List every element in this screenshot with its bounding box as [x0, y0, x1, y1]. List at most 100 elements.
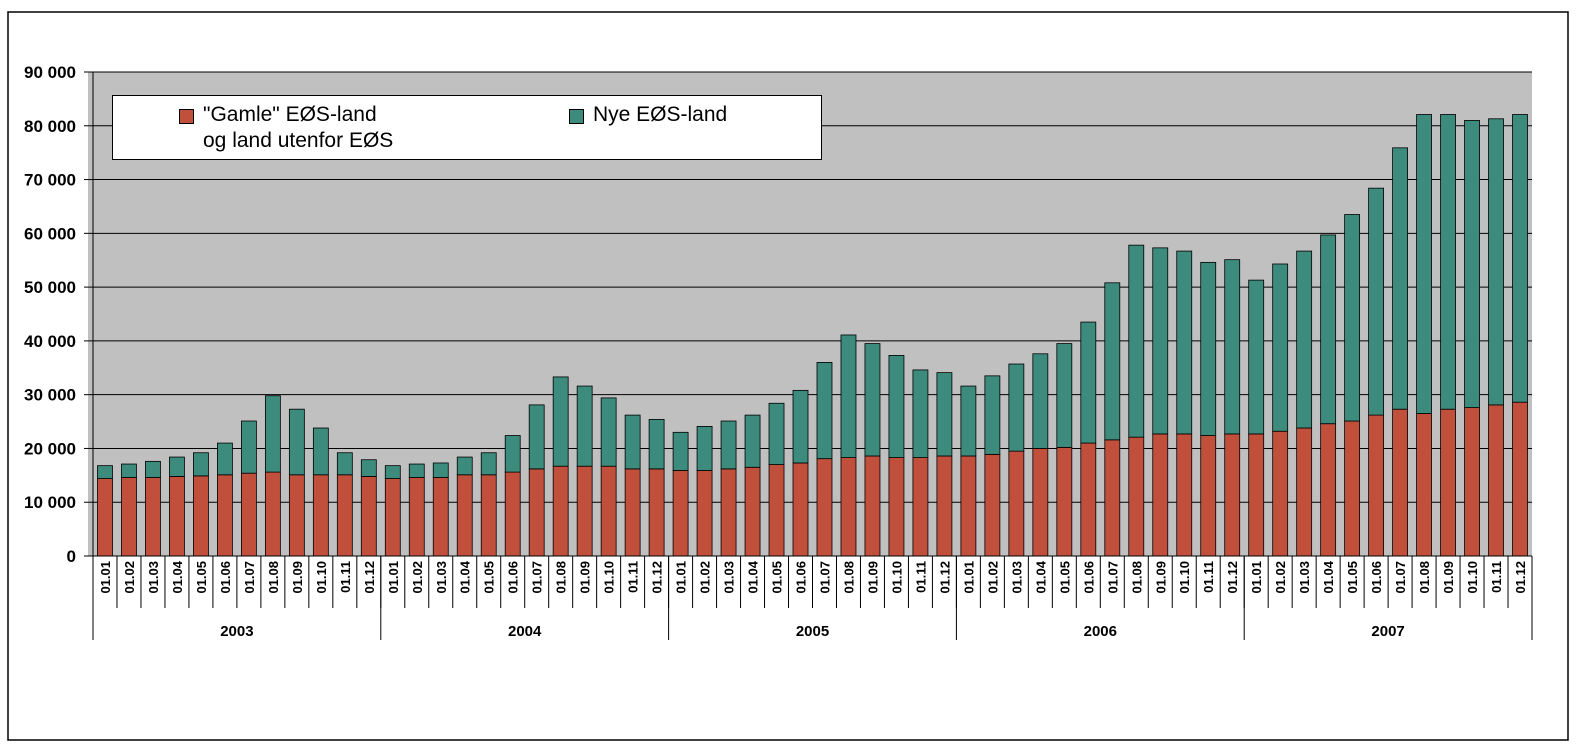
bar-segment — [768, 402, 785, 465]
bar-segment — [456, 456, 473, 476]
bar-segment — [1056, 446, 1073, 557]
x-tick-label: 01.08 — [554, 561, 569, 594]
x-tick-label: 01.03 — [434, 561, 449, 594]
bar-segment — [888, 457, 905, 557]
bar-segment — [1320, 423, 1337, 557]
bar-segment — [336, 474, 353, 557]
x-tick-label: 01.07 — [242, 561, 257, 594]
y-tick-label: 30 000 — [24, 386, 76, 405]
group-label: 2007 — [1371, 623, 1404, 640]
bar-segment — [1392, 147, 1408, 410]
bar-segment — [1488, 404, 1504, 557]
bar-segment — [1272, 430, 1289, 557]
bar-segment — [1008, 450, 1025, 557]
bar-segment — [264, 471, 281, 557]
bar-segment — [1344, 420, 1361, 557]
x-tick-label: 01.10 — [1465, 561, 1480, 594]
bar-segment — [552, 465, 569, 557]
x-tick-label: 01.05 — [1057, 561, 1072, 594]
bar-segment — [432, 477, 449, 557]
bar-segment — [600, 465, 617, 557]
x-tick-label: 01.12 — [937, 561, 952, 594]
bar-segment — [744, 414, 761, 468]
group-label: 2003 — [220, 623, 253, 640]
x-tick-label: 01.05 — [770, 561, 785, 594]
y-tick-label: 0 — [67, 547, 76, 566]
x-tick-label: 01.01 — [961, 561, 976, 594]
bar-segment — [1296, 250, 1313, 429]
bar-segment — [1080, 442, 1097, 557]
bar-segment — [1104, 282, 1121, 441]
x-tick-label: 01.07 — [817, 561, 832, 594]
bar-segment — [528, 468, 545, 557]
bar-segment — [864, 343, 881, 457]
bar-segment — [1224, 433, 1241, 557]
bar-segment — [1224, 259, 1241, 435]
x-tick-label: 01.06 — [1081, 561, 1096, 594]
y-tick-label: 50 000 — [24, 278, 76, 297]
x-tick-label: 01.11 — [338, 561, 353, 593]
x-tick-label: 01.09 — [290, 561, 305, 594]
bar-segment — [912, 457, 929, 557]
bar-segment — [936, 372, 953, 457]
bar-segment — [169, 476, 185, 557]
x-tick-label: 01.02 — [1273, 561, 1288, 594]
y-tick-label: 20 000 — [24, 439, 76, 458]
bar-segment — [1368, 187, 1385, 416]
x-tick-label: 01.11 — [626, 561, 641, 593]
bar-segment — [408, 477, 425, 557]
x-tick-label: 01.04 — [1321, 560, 1336, 593]
x-tick-label: 01.06 — [218, 561, 233, 594]
y-tick-label: 10 000 — [24, 493, 76, 512]
group-label: 2005 — [796, 623, 829, 640]
bar-segment — [1128, 244, 1145, 438]
x-tick-label: 01.04 — [170, 560, 185, 593]
x-tick-label: 01.08 — [266, 561, 281, 594]
bar-segment — [1296, 427, 1313, 557]
bar-segment — [816, 458, 833, 557]
x-tick-label: 01.11 — [1201, 561, 1216, 593]
bar-segment — [169, 456, 185, 477]
bar-segment — [217, 442, 233, 476]
bar-segment — [960, 455, 977, 557]
bar-segment — [408, 463, 425, 478]
bar-segment — [552, 376, 569, 467]
bar-segment — [1176, 433, 1193, 557]
x-tick-label: 01.09 — [1441, 561, 1456, 594]
bar-segment — [720, 420, 737, 470]
x-tick-label: 01.01 — [98, 561, 113, 594]
bar-segment — [1056, 343, 1073, 448]
bar-segment — [840, 334, 857, 458]
x-tick-label: 01.12 — [362, 561, 377, 594]
x-tick-label: 01.11 — [913, 561, 928, 593]
x-tick-label: 01.06 — [794, 561, 809, 594]
x-tick-label: 01.02 — [122, 561, 137, 594]
bar-segment — [432, 462, 449, 478]
x-tick-label: 01.03 — [1009, 561, 1024, 594]
bar-segment — [720, 468, 737, 557]
bar-segment — [528, 404, 545, 470]
x-tick-label: 01.04 — [1033, 560, 1048, 593]
bar-segment — [121, 477, 137, 557]
bar-segment — [1344, 214, 1361, 422]
x-tick-label: 01.04 — [458, 560, 473, 593]
group-label: 2006 — [1084, 623, 1117, 640]
bar-segment — [1464, 407, 1480, 557]
bar-segment — [480, 474, 497, 557]
bar-segment — [264, 395, 281, 473]
x-tick-label: 01.08 — [1417, 561, 1432, 594]
bar-segment — [360, 476, 377, 557]
x-tick-label: 01.07 — [1105, 561, 1120, 594]
bar-segment — [768, 464, 785, 557]
x-tick-label: 01.10 — [1177, 561, 1192, 594]
bar-segment — [792, 389, 809, 464]
x-tick-label: 01.12 — [1225, 561, 1240, 594]
bar-segment — [336, 452, 353, 476]
bar-segment — [672, 470, 689, 557]
bar-segment — [1272, 263, 1289, 432]
bar-segment — [97, 465, 113, 479]
x-tick-label: 01.12 — [650, 561, 665, 594]
bar-segment — [648, 468, 665, 557]
bar-segment — [1512, 401, 1528, 557]
bar-segment — [288, 408, 305, 476]
